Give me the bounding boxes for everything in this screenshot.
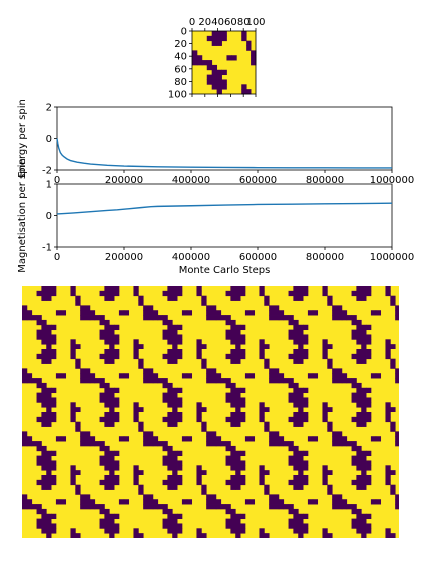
lattice-cell-down (192, 55, 198, 61)
lattice-cell-down (216, 79, 222, 85)
lattice-cell-down (241, 84, 247, 90)
lattice-cell-down (216, 40, 222, 46)
lattice-cell-down (216, 69, 222, 76)
magnetisation-xtick-label: 800000 (306, 252, 344, 263)
lattice-cell-down (211, 64, 218, 71)
magnetisation-xtick-label: 200000 (105, 252, 143, 263)
lattice-cell-down (216, 35, 222, 42)
lattice-frame (191, 30, 257, 95)
lattice-ytick-label: 0 (181, 27, 187, 38)
lattice-cell-down (231, 55, 237, 61)
energy-xtick-label: 400000 (172, 175, 210, 186)
lattice-cell-down (192, 50, 198, 56)
energy-ytick-label: 2 (46, 103, 52, 114)
lattice-cell-down (211, 74, 218, 80)
lattice-cell-down (206, 79, 213, 85)
lattice-cell-down (241, 31, 247, 37)
lattice-cell-down (246, 45, 252, 51)
magnetisation-xtick-label: 1000000 (370, 252, 415, 263)
lattice-cell-down (221, 84, 227, 90)
lattice-cell-down (216, 74, 222, 80)
lattice-xtick-label: 20 (198, 17, 211, 28)
lattice-cell-down (221, 35, 227, 42)
lattice-ytick-label: 80 (174, 77, 187, 88)
lattice-cell-down (206, 74, 213, 80)
lattice-ytick-label: 100 (168, 90, 187, 101)
lattice-ytick-label: 40 (174, 52, 187, 63)
energy-xtick-label: 0 (54, 175, 60, 186)
energy-xtick-label: 200000 (105, 175, 143, 186)
magnetisation-ytick-label: 0 (46, 211, 52, 222)
lattice-xtick-label: 0 (189, 17, 195, 28)
energy-ytick-label: 0 (46, 134, 52, 145)
lattice-cell-down (251, 55, 257, 61)
magnetisation-ytick-label: 1 (46, 180, 52, 191)
energy-ytick-label: -2 (42, 166, 52, 177)
magnetisation-ytick-label: -1 (42, 243, 52, 254)
lattice-cell-down (206, 60, 213, 66)
tiled-lattice-image (22, 286, 399, 538)
lattice-cell-down (206, 35, 213, 42)
lattice-cell-down (196, 60, 203, 66)
lattice-ytick-label: 20 (174, 39, 187, 50)
magnetisation-frame (56, 183, 393, 248)
energy-xtick-label: 1000000 (370, 175, 415, 186)
magnetisation-xlabel: Monte Carlo Steps (179, 265, 271, 276)
lattice-cell-down (221, 79, 227, 85)
magnetisation-line-chart: 0 200000 400000 600000 800000 100000010-1Magn… (17, 158, 414, 276)
lattice-cell-down (211, 31, 218, 37)
lattice-xtick-label: 80 (237, 17, 250, 28)
lattice-cell-down (211, 40, 218, 46)
lattice-cell-down (192, 60, 198, 66)
magnetisation-series-line (56, 202, 393, 215)
energy-frame (56, 106, 393, 171)
lattice-cell-down (211, 69, 218, 76)
lattice-cell-down (226, 55, 232, 61)
lattice-cell-down (201, 60, 208, 66)
lattice-cell-down (251, 50, 257, 56)
lattice-cell-down (206, 64, 213, 71)
lattice-cell-down (246, 40, 252, 46)
magnetisation-xtick-label: 400000 (172, 252, 210, 263)
lattice-xtick-label: 40 (211, 17, 224, 28)
lattice-cell-down (241, 89, 247, 95)
lattice-cell-down (221, 31, 227, 37)
magnetisation-xtick-label: 600000 (239, 252, 277, 263)
lattice-xtick-label: 60 (224, 17, 237, 28)
energy-xtick-label: 600000 (239, 175, 277, 186)
lattice-cell-down (211, 84, 218, 90)
lattice-cell-down (216, 31, 222, 37)
energy-line-chart: 0 200000 400000 600000 800000 100000020-2Ener… (17, 99, 414, 186)
magnetisation-xtick-label: 0 (54, 252, 60, 263)
lattice-cell-down (251, 60, 257, 66)
energy-xtick-label: 800000 (306, 175, 344, 186)
lattice-xtick-label: 100 (246, 17, 265, 28)
lattice-cell-down (211, 79, 218, 85)
lattice-cell-down (221, 69, 227, 76)
lattice-cell-down (241, 35, 247, 42)
lattice-cell-down (246, 89, 252, 95)
lattice-cell-down (216, 89, 222, 95)
lattice-cell-down (211, 35, 218, 42)
lattice-cell-down (196, 55, 203, 61)
lattice-cell-down (216, 84, 222, 90)
energy-series-line (56, 138, 392, 169)
energy-ylabel: Energy per spin (17, 99, 28, 178)
lattice-ytick-label: 60 (174, 64, 187, 75)
magnetisation-ylabel: Magnetisation per spin (17, 158, 28, 272)
